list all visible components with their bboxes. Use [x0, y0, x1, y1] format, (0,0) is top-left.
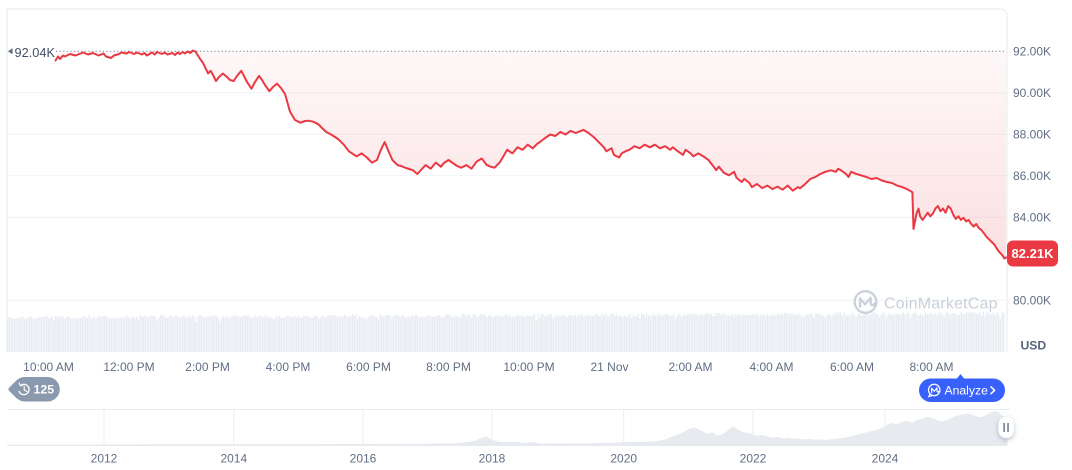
svg-text:2:00 PM: 2:00 PM — [185, 360, 230, 374]
svg-text:86.00K: 86.00K — [1013, 169, 1051, 183]
svg-text:4:00 PM: 4:00 PM — [266, 360, 311, 374]
svg-text:2:00 AM: 2:00 AM — [668, 360, 712, 374]
svg-text:92.00K: 92.00K — [1013, 45, 1051, 59]
svg-text:92.04K: 92.04K — [15, 45, 56, 60]
svg-text:2014: 2014 — [220, 452, 247, 466]
svg-text:USD: USD — [1021, 338, 1047, 352]
svg-text:2012: 2012 — [91, 452, 118, 466]
svg-text:2018: 2018 — [479, 452, 506, 466]
svg-text:8:00 AM: 8:00 AM — [909, 360, 953, 374]
svg-text:4:00 AM: 4:00 AM — [749, 360, 793, 374]
svg-text:10:00 AM: 10:00 AM — [23, 360, 74, 374]
svg-text:12:00 PM: 12:00 PM — [103, 360, 154, 374]
svg-text:6:00 PM: 6:00 PM — [346, 360, 391, 374]
svg-text:2016: 2016 — [350, 452, 377, 466]
svg-text:90.00K: 90.00K — [1013, 86, 1051, 100]
svg-text:84.00K: 84.00K — [1013, 211, 1051, 225]
svg-text:6:00 AM: 6:00 AM — [830, 360, 874, 374]
svg-text:125: 125 — [34, 383, 55, 397]
svg-text:8:00 PM: 8:00 PM — [426, 360, 471, 374]
svg-text:88.00K: 88.00K — [1013, 128, 1051, 142]
svg-text:80.00K: 80.00K — [1013, 294, 1051, 308]
svg-text:21 Nov: 21 Nov — [590, 360, 628, 374]
svg-text:Analyze: Analyze — [945, 384, 989, 398]
svg-text:82.21K: 82.21K — [1012, 246, 1055, 261]
svg-text:2024: 2024 — [872, 452, 899, 466]
svg-text:2022: 2022 — [740, 452, 767, 466]
svg-text:10:00 PM: 10:00 PM — [503, 360, 554, 374]
svg-text:2020: 2020 — [610, 452, 637, 466]
svg-text:CoinMarketCap: CoinMarketCap — [884, 296, 998, 313]
